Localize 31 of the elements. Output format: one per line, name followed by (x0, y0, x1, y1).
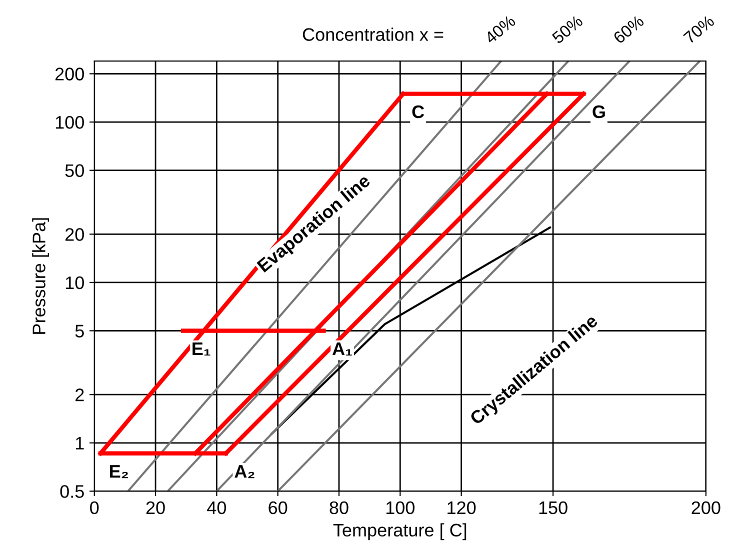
x-tick-label: 80 (330, 501, 348, 514)
y-tick-label: 5 (75, 324, 84, 338)
annotation: 70% (682, 14, 716, 44)
annotation: E₁ (192, 342, 210, 356)
y-tick-label: 200 (55, 68, 84, 80)
y-tick-label: 100 (56, 116, 84, 129)
x-tick-label: 120 (448, 501, 476, 514)
annotation: C (412, 105, 424, 118)
y-axis-title: Pressure [kPa] (32, 218, 49, 334)
text: Concentration x = (302, 28, 444, 41)
y-tick-label: 50 (65, 164, 84, 178)
annotation: E₂ (110, 465, 128, 478)
x-tick-label: 0 (90, 501, 99, 514)
x-tick-label: 100 (386, 501, 415, 514)
annotation: 40% (484, 14, 516, 44)
y-tick-label: 10 (66, 276, 84, 290)
y-tick-label: 2 (76, 388, 84, 402)
x-tick-label: 40 (207, 501, 226, 514)
x-axis-title: Temperature [ C] (333, 523, 466, 540)
x-tick-label: 60 (268, 501, 288, 514)
annotation: A₁ (332, 342, 352, 356)
y-tick-label: 1 (76, 437, 84, 450)
annotation: 50% (551, 14, 584, 44)
annotation: 60% (612, 14, 645, 44)
x-tick-label: 200 (692, 501, 720, 514)
y-tick-label: 20 (65, 228, 84, 241)
y-tick-label: 0.5 (60, 485, 84, 498)
x-tick-label: 20 (146, 501, 165, 514)
annotation: G (592, 105, 605, 118)
x-tick-label: 150 (539, 501, 568, 514)
annotation: A₂ (234, 465, 254, 478)
